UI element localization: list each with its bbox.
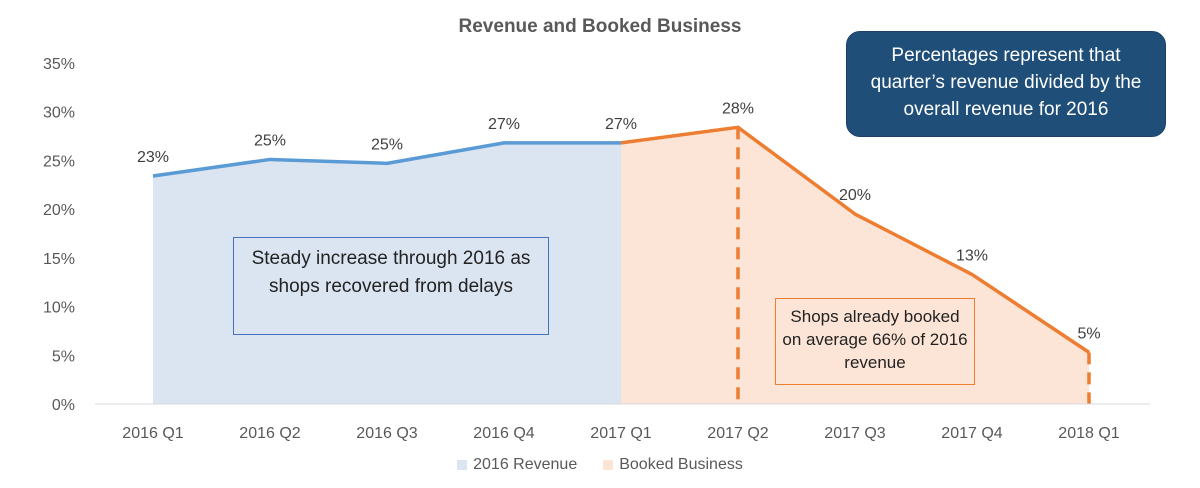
legend-label-booked-business: Booked Business bbox=[619, 456, 743, 473]
x-tick-label-2017-q2: 2017 Q2 bbox=[707, 425, 768, 442]
legend-label-2016-revenue: 2016 Revenue bbox=[473, 456, 578, 473]
legend-swatch-2016-revenue bbox=[457, 460, 468, 470]
data-label-2016-q4: 27% bbox=[488, 116, 520, 133]
data-label-2016-q3: 25% bbox=[371, 136, 403, 153]
y-tick-label: 5% bbox=[52, 348, 75, 365]
x-tick-label-2018-q1: 2018 Q1 bbox=[1058, 425, 1119, 442]
percentages-note: Percentages represent that quarter’s rev… bbox=[846, 31, 1166, 137]
booked-business-annotation: Shops already booked on average 66% of 2… bbox=[775, 298, 975, 385]
y-tick-label: 30% bbox=[43, 105, 75, 122]
legend-item-booked-business: Booked Business bbox=[603, 456, 743, 474]
data-label-2017-q3: 20% bbox=[839, 187, 871, 204]
legend-item-2016-revenue: 2016 Revenue bbox=[457, 456, 577, 474]
x-tick-label-2017-q1: 2017 Q1 bbox=[590, 425, 651, 442]
x-tick-label-2016-q4: 2016 Q4 bbox=[473, 425, 534, 442]
legend-swatch-booked-business bbox=[603, 460, 614, 470]
y-tick-label: 35% bbox=[43, 56, 75, 73]
x-tick-label-2016-q2: 2016 Q2 bbox=[239, 425, 300, 442]
line-2016-revenue bbox=[152, 141, 621, 178]
x-tick-label-2016-q3: 2016 Q3 bbox=[356, 425, 417, 442]
y-tick-label: 25% bbox=[43, 153, 75, 170]
data-label-2017-q4: 13% bbox=[956, 247, 988, 264]
y-tick-label: 20% bbox=[43, 202, 75, 219]
x-tick-label-2016-q1: 2016 Q1 bbox=[122, 425, 183, 442]
data-label-2018-q1: 5% bbox=[1077, 325, 1100, 342]
data-label-2017-q2: 28% bbox=[722, 100, 754, 117]
data-label-2016-q1: 23% bbox=[137, 149, 169, 166]
y-tick-label: 15% bbox=[43, 251, 75, 268]
y-tick-label: 0% bbox=[52, 397, 75, 414]
steady-increase-annotation: Steady increase through 2016 as shops re… bbox=[233, 237, 549, 335]
x-tick-label-2017-q3: 2017 Q3 bbox=[824, 425, 885, 442]
data-label-2016-q2: 25% bbox=[254, 132, 286, 149]
y-tick-label: 10% bbox=[43, 300, 75, 317]
x-tick-label-2017-q4: 2017 Q4 bbox=[941, 425, 1002, 442]
line-booked-business bbox=[620, 125, 1090, 354]
legend: 2016 Revenue Booked Business bbox=[0, 456, 1200, 474]
data-label-2017-q1: 27% bbox=[605, 116, 637, 133]
chart-title: Revenue and Booked Business bbox=[458, 16, 742, 37]
